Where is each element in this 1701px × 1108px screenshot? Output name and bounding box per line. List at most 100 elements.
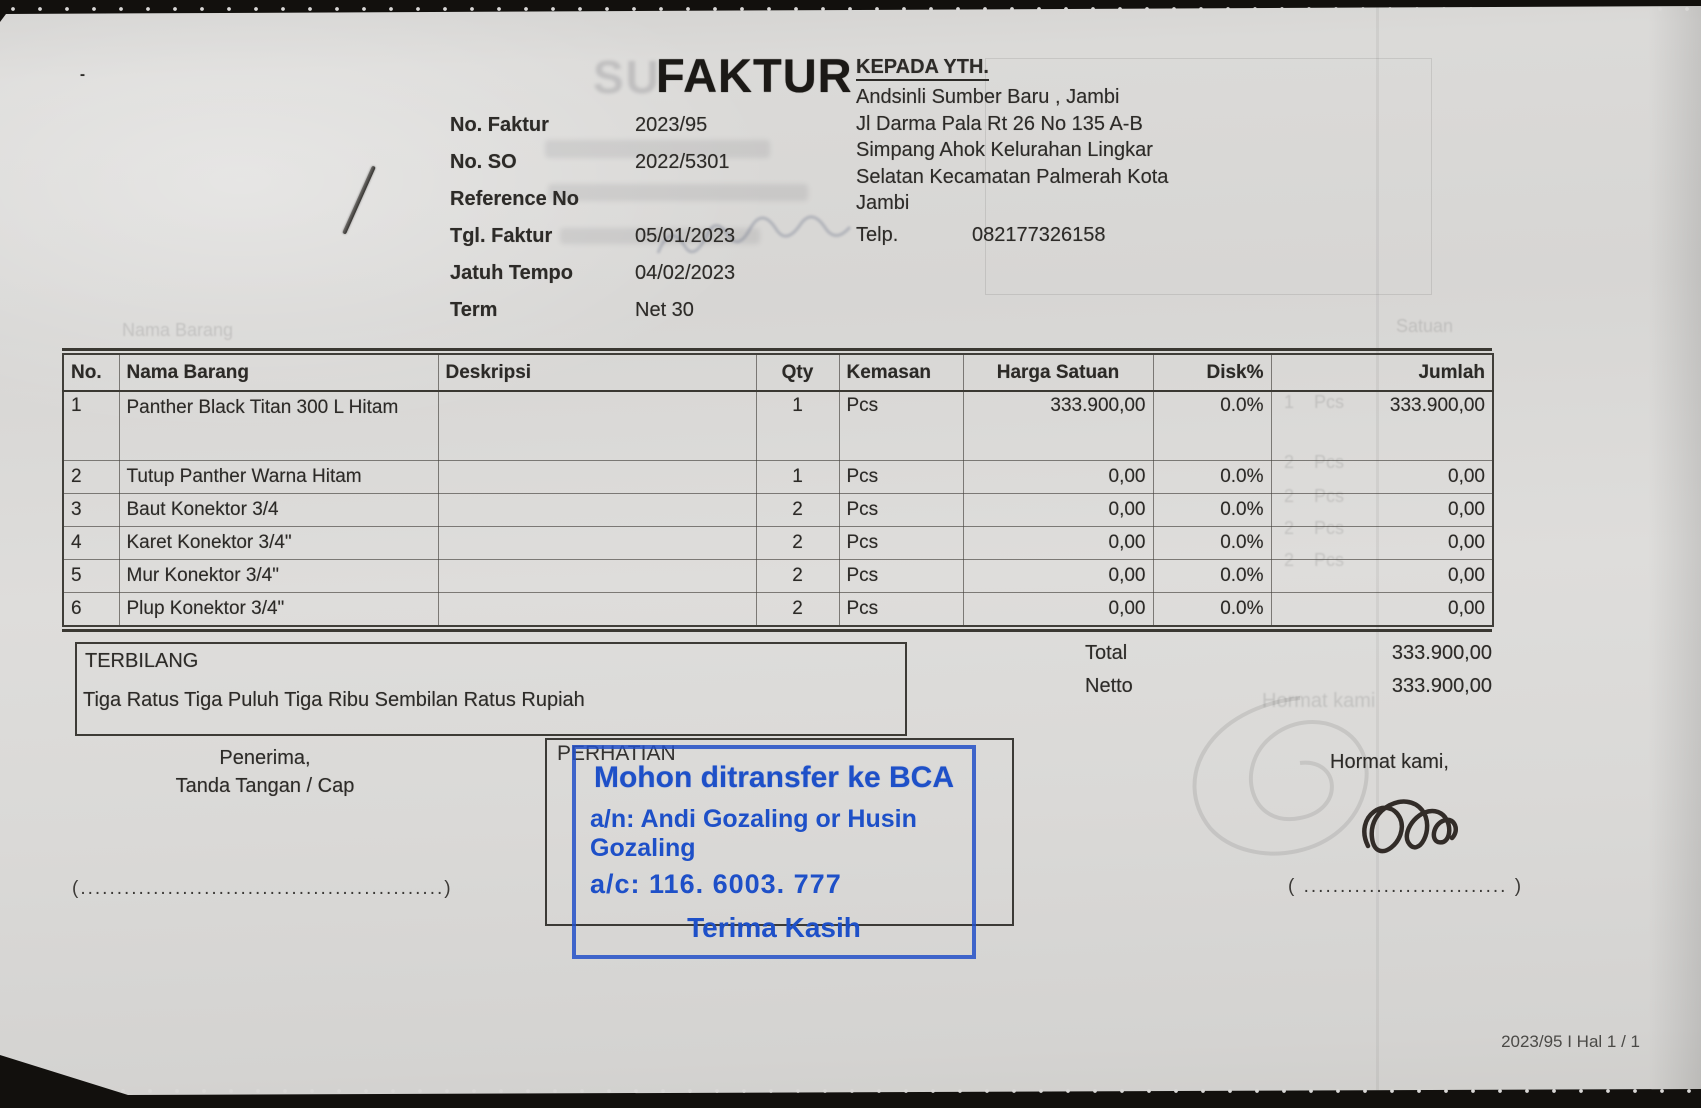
meta-label: Jatuh Tempo — [450, 262, 573, 284]
table-row: 1 Panther Black Titan 300 L Hitam 1 Pcs 333.… — [62, 390, 1494, 461]
table-cell: Pcs — [838, 592, 964, 627]
table-cell: 0,00 — [1270, 526, 1494, 560]
table-cell: 0,00 — [962, 526, 1154, 560]
table-cell: Karet Konektor 3/4" — [118, 526, 439, 560]
stray-mark: - — [80, 66, 85, 83]
table-row: 2 Tutup Panther Warna Hitam 1 Pcs 0,00 0.0% 0,… — [62, 460, 1494, 494]
meta-field: Term Net 30 — [450, 299, 735, 336]
invoice-title: FAKTUR — [656, 49, 853, 102]
recipient-address-line: Jambi — [856, 192, 910, 214]
table-cell: 1 — [755, 390, 840, 461]
table-cell: 2 — [755, 493, 840, 527]
total-label: Netto — [1085, 675, 1133, 697]
recipient-address-line: Selatan Kecamatan Palmerah Kota — [856, 165, 1169, 188]
meta-value: 04/02/2023 — [635, 262, 736, 284]
table-cell: 4 — [62, 526, 120, 560]
meta-fields: No. Faktur 2023/95 No. SO 2022/5301 Referenc… — [450, 114, 735, 336]
table-cell — [437, 592, 757, 627]
table-cell: 0,00 — [1270, 559, 1494, 593]
table-cell: 3 — [62, 493, 120, 527]
table-cell — [437, 493, 757, 527]
telp-label: Telp. — [856, 224, 899, 246]
table-cell: 2 — [755, 559, 840, 593]
column-header: Nama Barang — [118, 353, 439, 392]
meta-field: No. Faktur 2023/95 — [450, 114, 735, 151]
table-cell: 0.0% — [1152, 526, 1272, 560]
stamp-line3: a/c: 116. 6003. 777 — [590, 869, 842, 899]
ghost-pencil-scribble — [1192, 696, 1369, 856]
table-cell: Pcs — [838, 559, 964, 593]
table-cell: 333.900,00 — [1270, 390, 1494, 461]
ghost-text: Nama Barang — [122, 320, 234, 340]
receiver-line2: Tanda Tangan / Cap — [175, 775, 355, 797]
signature-mark — [1362, 799, 1458, 854]
stamp-line4: Terima Kasih — [687, 912, 861, 943]
table-cell: 0,00 — [1270, 592, 1494, 627]
column-header: Disk% — [1152, 353, 1272, 392]
table-cell: 0.0% — [1152, 559, 1272, 593]
meta-value: 2022/5301 — [635, 151, 730, 173]
scan-shade — [1648, 6, 1701, 1095]
table-cell: 333.900,00 — [962, 390, 1154, 461]
perforation-bottom — [120, 1088, 1695, 1094]
table-row: 4 Karet Konektor 3/4" 2 Pcs 0,00 0.0% 0,00 — [62, 526, 1494, 560]
fold-line — [1376, 6, 1379, 1095]
meta-label: No. SO — [450, 151, 517, 173]
receiver-sign-block: Penerima, Tanda Tangan / Cap — [95, 744, 435, 800]
stamp-line1: Mohon ditransfer ke BCA — [593, 761, 955, 794]
ghost-handwriting — [656, 215, 852, 254]
table-cell: 0,00 — [1270, 493, 1494, 527]
table-cell: 1 — [62, 390, 120, 461]
total-label: Total — [1085, 642, 1128, 664]
ghost-watermark: SU — [593, 51, 661, 103]
meta-field: Tgl. Faktur 05/01/2023 — [450, 225, 735, 262]
total-value: 333.900,00 — [1391, 675, 1492, 697]
ghost-hormat-kami: Hormat kami — [1262, 690, 1376, 712]
sender-sign-heading: Hormat kami, — [1330, 751, 1449, 773]
column-header: Harga Satuan — [962, 353, 1154, 392]
meta-field: Reference No — [450, 188, 735, 225]
table-cell — [437, 390, 757, 461]
column-header: Kemasan — [838, 353, 964, 392]
page-info: 2023/95 I Hal 1 / 1 — [1501, 1032, 1640, 1051]
terbilang-text: Tiga Ratus Tiga Puluh Tiga Ribu Sembilan… — [83, 689, 585, 711]
ghost-smudge — [548, 184, 808, 201]
table-cell: 2 — [755, 592, 840, 627]
meta-field: No. SO 2022/5301 — [450, 151, 735, 188]
column-header: No. — [62, 353, 120, 392]
table-row: 3 Baut Konektor 3/4 2 Pcs 0,00 0.0% 0,00 — [62, 493, 1494, 527]
column-header: Jumlah — [1270, 353, 1494, 392]
table-cell: Mur Konektor 3/4" — [118, 559, 439, 593]
table-cell: 0,00 — [962, 559, 1154, 593]
bank-transfer-stamp: Mohon ditransfer ke BCA a/n: Andi Gozali… — [572, 745, 976, 959]
recipient-address-line: Andsinli Sumber Baru , Jambi — [856, 86, 1120, 108]
items-table: No. Nama Barang Deskripsi Qty Kemasan Harga S… — [62, 353, 1494, 627]
table-cell: Pcs — [838, 526, 964, 560]
table-cell: 1 — [755, 460, 840, 494]
table-cell: Tutup Panther Warna Hitam — [118, 460, 439, 494]
total-value: 333.900,00 — [1391, 642, 1492, 664]
table-cell: Panther Black Titan 300 L Hitam — [118, 390, 439, 461]
meta-value: 2023/95 — [635, 114, 708, 136]
receiver-line1: Penerima, — [219, 747, 311, 769]
meta-value: Net 30 — [635, 299, 694, 321]
recipient-heading-wrap: KEPADA YTH. — [856, 56, 989, 81]
table-cell: 5 — [62, 559, 120, 593]
stamp-line2: a/n: Andi Gozaling or Husin Gozaling — [590, 805, 917, 862]
table-cell: 0.0% — [1152, 390, 1272, 461]
sender-sign-placeholder: ( ............................ ) — [1288, 876, 1524, 897]
ghost-text: Satuan — [1396, 316, 1454, 336]
ghost-smudge — [545, 140, 770, 158]
table-cell: 2 — [755, 526, 840, 560]
table-row: 5 Mur Konektor 3/4" 2 Pcs 0,00 0.0% 0,00 — [62, 559, 1494, 593]
table-cell: 0,00 — [1270, 460, 1494, 494]
ghost-smudge — [560, 228, 760, 244]
table-cell — [437, 526, 757, 560]
ghost-frame — [985, 58, 1432, 295]
staple — [342, 165, 376, 235]
table-cell: 6 — [62, 592, 120, 627]
table-cell: Baut Konektor 3/4 — [118, 493, 439, 527]
recipient-heading: KEPADA YTH. — [856, 56, 989, 81]
recipient-address-line: Simpang Ahok Kelurahan Lingkar — [856, 139, 1153, 161]
